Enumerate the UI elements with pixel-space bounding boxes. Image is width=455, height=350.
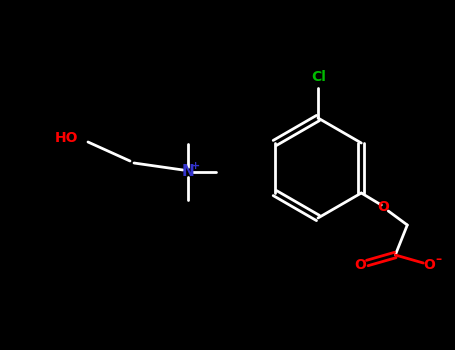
Text: –: – xyxy=(435,252,441,266)
Text: HO: HO xyxy=(55,131,78,145)
Text: +: + xyxy=(190,161,200,171)
Text: N: N xyxy=(182,164,194,180)
Text: O: O xyxy=(354,258,366,272)
Text: Cl: Cl xyxy=(312,70,326,84)
Text: O: O xyxy=(377,200,389,214)
Text: O: O xyxy=(423,258,435,272)
